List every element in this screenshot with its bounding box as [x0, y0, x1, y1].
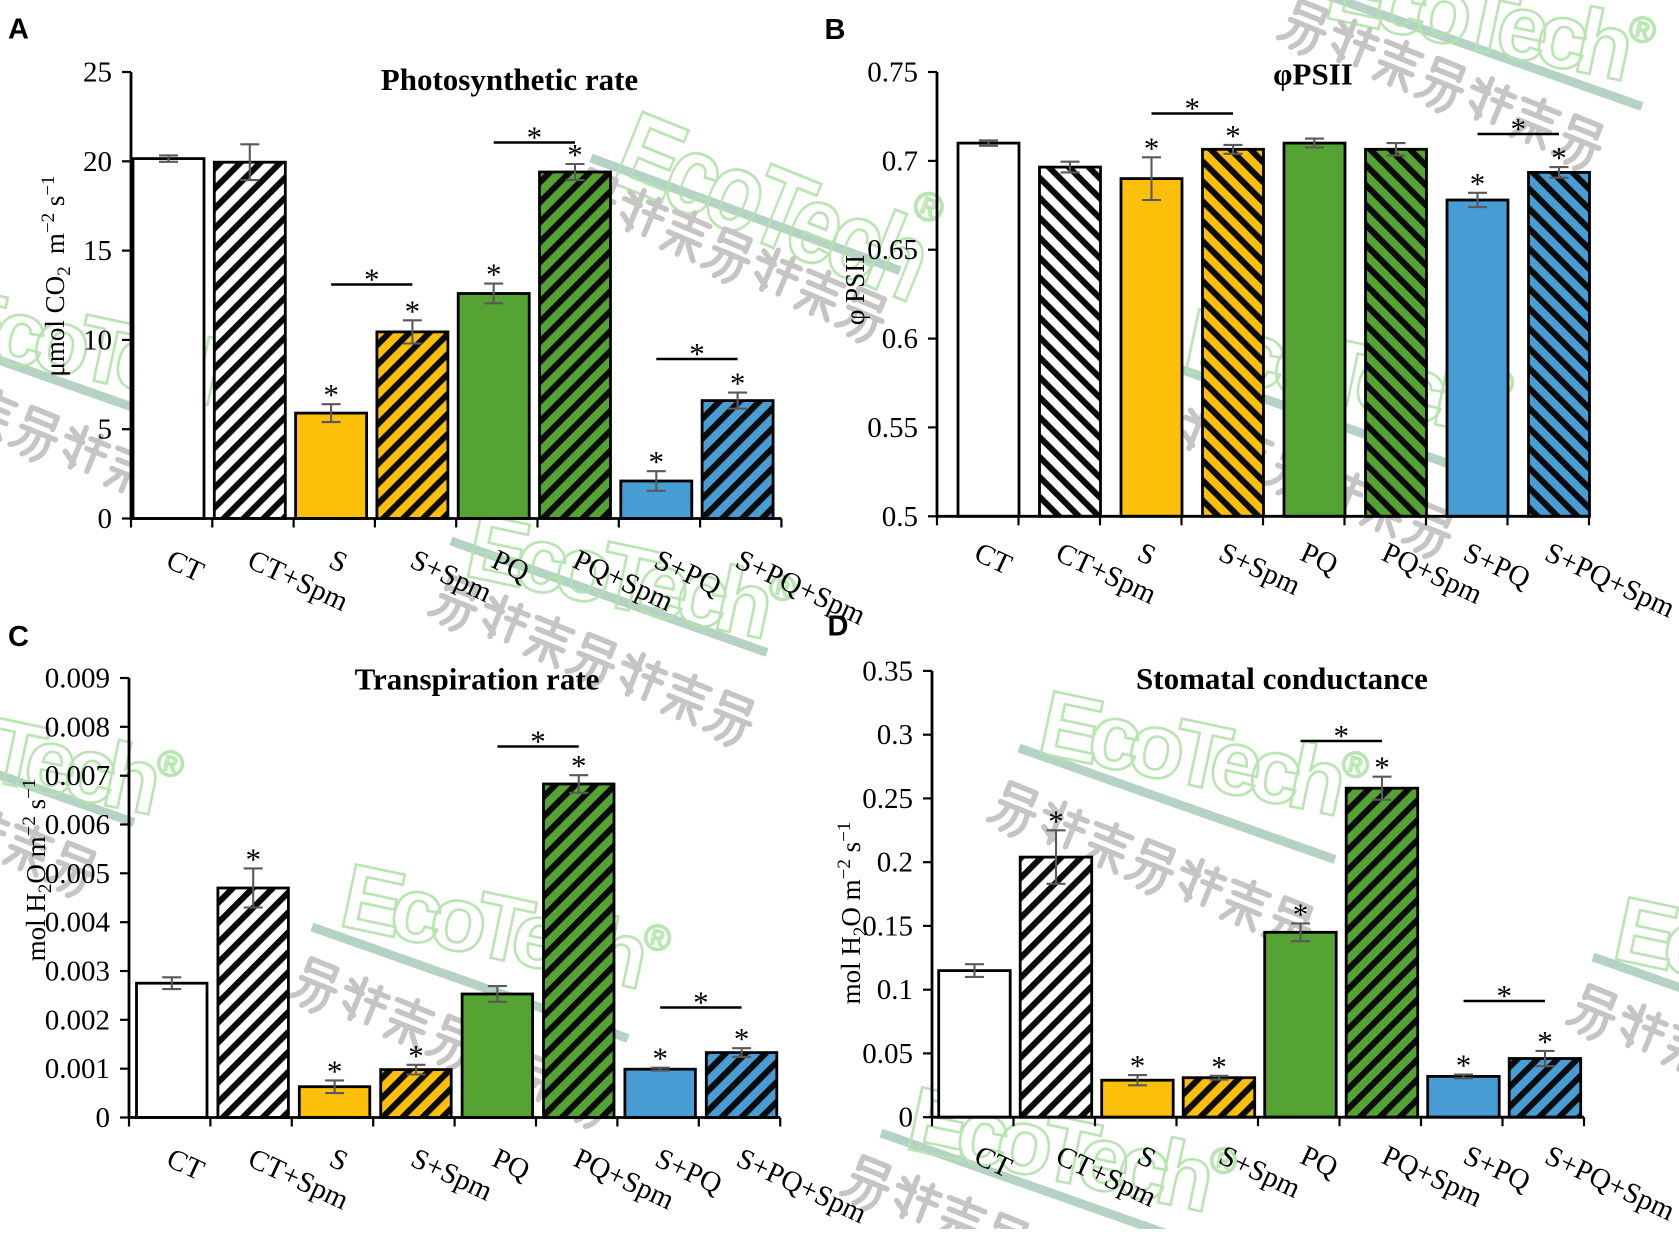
svg-text:0: 0 — [98, 503, 113, 535]
svg-text:20: 20 — [83, 146, 112, 178]
svg-text:*: * — [327, 1053, 343, 1088]
svg-text:0.3: 0.3 — [877, 719, 913, 751]
svg-text:B: B — [825, 14, 846, 46]
svg-text:*: * — [1456, 1048, 1472, 1083]
svg-text:D: D — [828, 611, 849, 643]
svg-text:0.003: 0.003 — [45, 956, 110, 988]
svg-text:*: * — [652, 1041, 668, 1076]
svg-text:*: * — [486, 257, 502, 292]
svg-text:0.7: 0.7 — [882, 145, 918, 177]
svg-text:*: * — [364, 262, 380, 297]
svg-text:0.5: 0.5 — [882, 501, 918, 533]
svg-text:0.001: 0.001 — [45, 1053, 110, 1085]
svg-text:0.75: 0.75 — [867, 57, 918, 89]
svg-text:C: C — [8, 621, 29, 653]
svg-text:*: * — [1144, 130, 1160, 165]
svg-text:*: * — [567, 137, 583, 172]
svg-text:0.004: 0.004 — [45, 907, 111, 939]
svg-text:φPSII: φPSII — [1273, 57, 1353, 92]
svg-text:*: * — [730, 366, 746, 401]
svg-text:*: * — [734, 1021, 750, 1056]
svg-text:0.55: 0.55 — [867, 412, 918, 444]
svg-text:0.007: 0.007 — [45, 760, 110, 792]
svg-text:*: * — [1048, 803, 1064, 838]
svg-text:*: * — [323, 377, 339, 412]
svg-text:*: * — [1130, 1048, 1146, 1083]
svg-text:0.005: 0.005 — [45, 858, 110, 890]
svg-text:mol H2O m−2 s−1: mol H2O m−2 s−1 — [19, 779, 56, 962]
svg-text:5: 5 — [98, 414, 113, 446]
svg-text:0.008: 0.008 — [45, 711, 110, 743]
svg-text:0.15: 0.15 — [862, 910, 913, 942]
svg-text:Stomatal conductance: Stomatal conductance — [1136, 661, 1428, 696]
svg-text:*: * — [1293, 896, 1309, 931]
svg-text:Transpiration rate: Transpiration rate — [355, 662, 600, 697]
svg-text:*: * — [1211, 1049, 1227, 1084]
svg-text:0.002: 0.002 — [45, 1004, 110, 1036]
svg-text:0.009: 0.009 — [45, 663, 110, 695]
svg-text:0.05: 0.05 — [862, 1038, 913, 1070]
svg-text:*: * — [408, 1038, 424, 1073]
svg-text:*: * — [689, 336, 705, 371]
svg-text:0.35: 0.35 — [862, 655, 913, 687]
svg-text:*: * — [527, 120, 543, 155]
svg-text:*: * — [1551, 140, 1567, 175]
svg-text:*: * — [245, 841, 261, 876]
svg-text:*: * — [571, 748, 587, 783]
svg-text:*: * — [1184, 91, 1200, 126]
svg-text:0.1: 0.1 — [877, 974, 913, 1006]
svg-text:*: * — [1225, 118, 1241, 153]
svg-text:*: * — [1510, 111, 1526, 146]
svg-text:0.6: 0.6 — [882, 323, 918, 355]
svg-text:*: * — [1537, 1024, 1553, 1059]
svg-text:A: A — [8, 14, 29, 46]
svg-text:*: * — [649, 444, 665, 479]
svg-text:0.2: 0.2 — [877, 847, 913, 879]
svg-text:10: 10 — [83, 324, 112, 356]
svg-text:*: * — [1496, 978, 1512, 1013]
svg-text:0: 0 — [899, 1102, 914, 1134]
svg-text:*: * — [1374, 750, 1390, 785]
svg-text:*: * — [1333, 718, 1349, 753]
svg-text:*: * — [693, 985, 709, 1020]
svg-text:φ PSII: φ PSII — [840, 255, 870, 325]
svg-text:0.006: 0.006 — [45, 809, 110, 841]
svg-text:0: 0 — [96, 1102, 111, 1134]
svg-text:0.25: 0.25 — [862, 783, 913, 815]
svg-text:mol H2O m−2 s−1: mol H2O m−2 s−1 — [834, 822, 871, 1005]
svg-text:*: * — [405, 293, 421, 328]
svg-text:15: 15 — [83, 235, 112, 267]
svg-text:0.65: 0.65 — [867, 234, 918, 266]
svg-text:25: 25 — [83, 57, 112, 89]
svg-text:*: * — [530, 724, 546, 759]
svg-text:Photosynthetic rate: Photosynthetic rate — [381, 62, 638, 97]
svg-text:*: * — [1470, 166, 1486, 201]
svg-text:μmol CO2 m−2 s−1: μmol CO2 m−2 s−1 — [38, 175, 75, 376]
